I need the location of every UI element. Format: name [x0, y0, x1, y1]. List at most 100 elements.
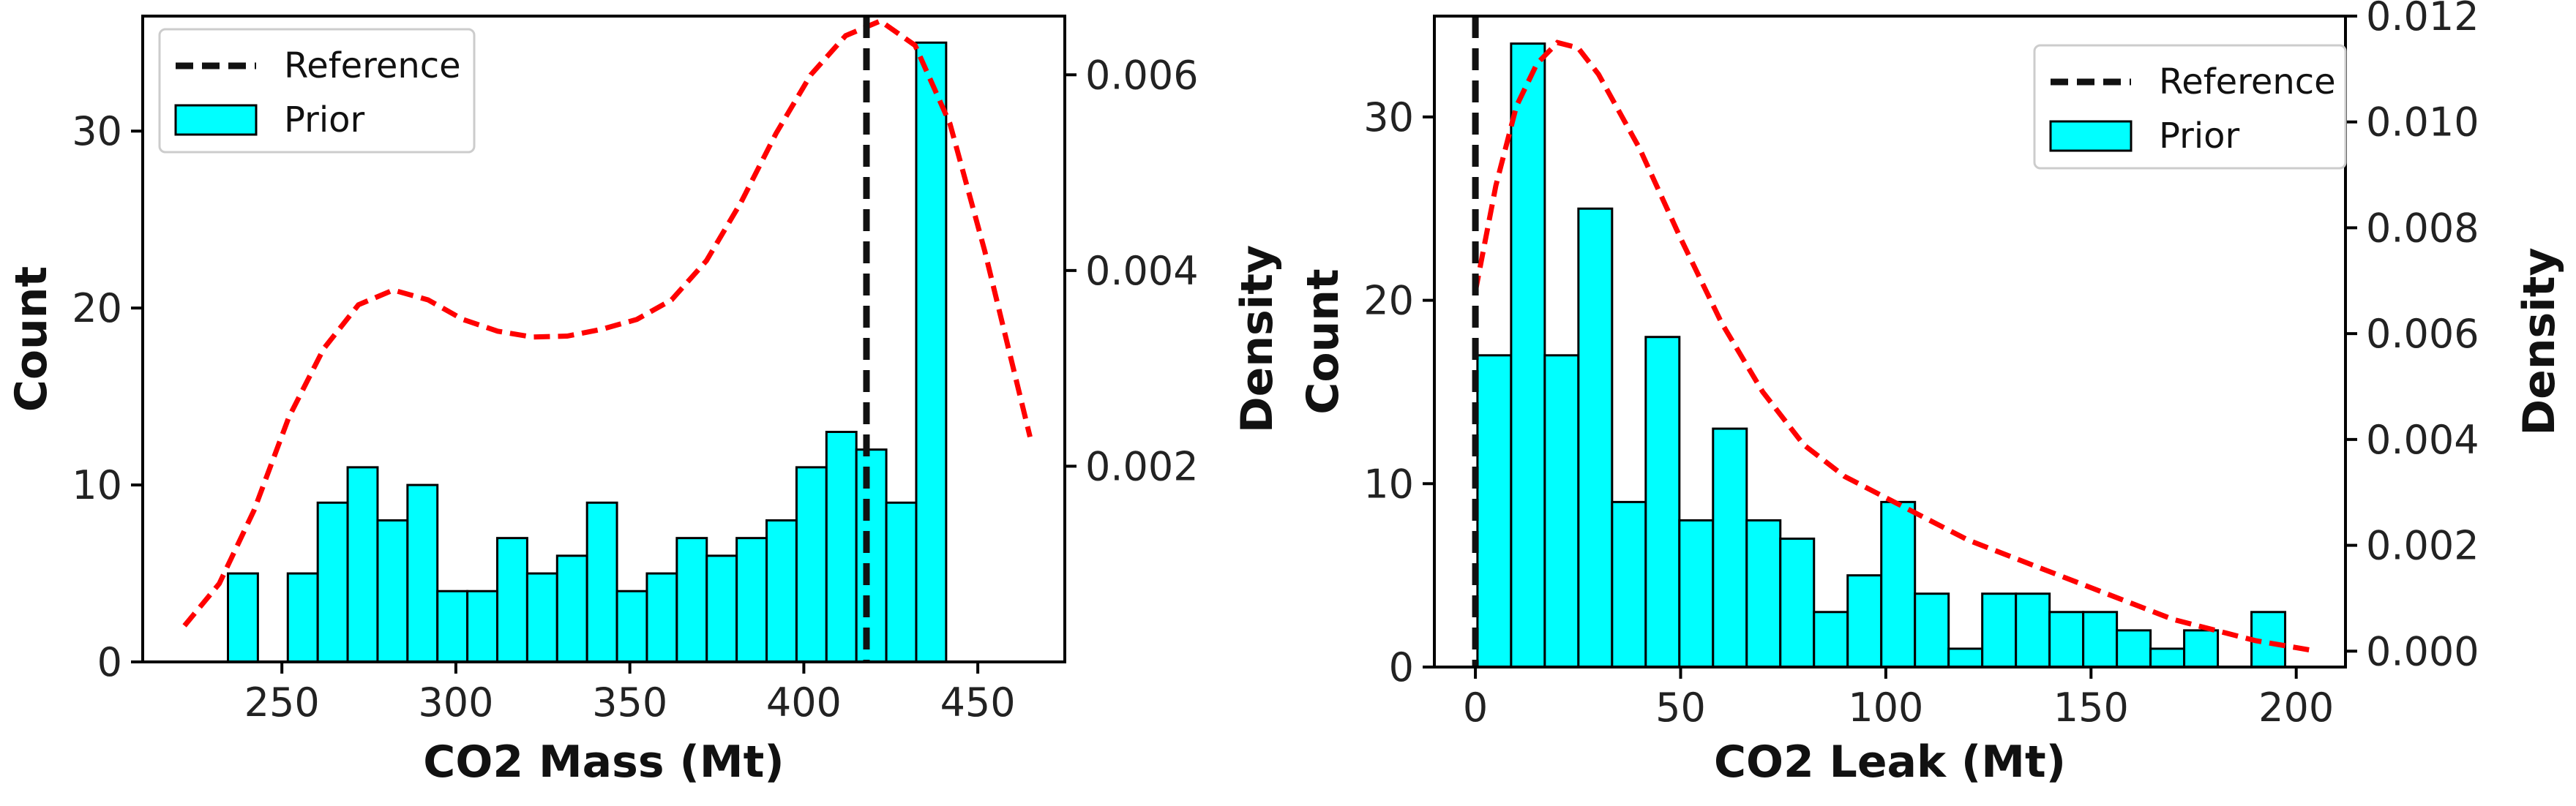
histogram-bar-16: [735, 537, 768, 663]
x-tick-label: 300: [418, 679, 493, 726]
x-tick-label: 450: [940, 679, 1016, 726]
histogram-bar-15: [705, 554, 738, 663]
y2-tick-label: 0.004: [2366, 417, 2479, 463]
histogram-bar-13: [645, 572, 678, 663]
histogram-bar-19: [2116, 629, 2152, 668]
histogram-bar-12: [615, 590, 648, 663]
legend-reference-label: Reference: [2159, 61, 2336, 102]
histogram-bar-2: [316, 501, 349, 663]
histogram-bar-7: [1712, 427, 1748, 668]
y-tick-label: 10: [1363, 461, 1414, 507]
histogram-bar-4: [376, 519, 409, 663]
x-axis-ticks: 250 300 350 400 450: [244, 662, 1016, 726]
x-tick-label: 100: [1848, 685, 1923, 731]
x-tick-label: 200: [2258, 685, 2334, 731]
histogram-bar-9: [525, 572, 558, 663]
histogram-bar-8: [1745, 519, 1782, 668]
histogram-bar-10: [1813, 611, 1849, 668]
histogram-bar-4: [1611, 500, 1647, 668]
y2-tick-label: 0.012: [2366, 0, 2479, 39]
y-tick-label: 0: [1389, 644, 1414, 690]
x-tick-label: 350: [592, 679, 667, 726]
legend-prior-label: Prior: [284, 99, 365, 140]
histogram-bar-3: [346, 466, 379, 663]
histogram-bar-9: [1779, 538, 1816, 668]
y2-tick-label: 0.002: [1085, 443, 1199, 489]
x-axis-title: CO2 Leak (Mt): [1714, 737, 2066, 788]
histogram-bar-6: [1678, 519, 1715, 668]
x-tick-label: 0: [1463, 685, 1488, 731]
histogram-bar-14: [1947, 647, 1984, 668]
histogram-bars: [1476, 42, 2287, 668]
histogram-bar-11: [1846, 574, 1883, 668]
histogram-bar-5: [1644, 336, 1681, 668]
legend-reference-label: Reference: [284, 45, 461, 86]
y2-axis-title: Density: [2514, 247, 2565, 435]
y2-tick-label: 0.006: [1085, 52, 1199, 98]
y-tick-label: 0: [97, 639, 122, 685]
legend-prior-label: Prior: [2159, 116, 2240, 157]
histogram-bar-1: [1510, 42, 1546, 668]
histogram-bar-14: [675, 537, 708, 663]
legend: Reference Prior: [158, 28, 476, 154]
histogram-bar-21: [2183, 629, 2220, 668]
x-tick-label: 150: [2053, 685, 2129, 731]
histogram-bar-18: [2082, 611, 2119, 668]
histogram-bar-21: [885, 501, 918, 663]
kde-density-curve: [1472, 39, 2318, 654]
histogram-bar-0: [226, 572, 259, 663]
histogram-bar-8: [496, 537, 528, 663]
y2-tick-label: 0.000: [2366, 628, 2479, 674]
histogram-bar-18: [795, 466, 828, 663]
histogram-bar-6: [436, 590, 469, 663]
histogram-bar-10: [555, 554, 588, 663]
y2-tick-label: 0.006: [2366, 311, 2479, 357]
histogram-bar-17: [2048, 611, 2085, 668]
histogram-bar-7: [466, 590, 499, 663]
x-axis-ticks: 0 50 100 150 200: [1463, 667, 2334, 731]
histogram-bar-16: [2015, 592, 2051, 668]
y2-tick-label: 0.010: [2366, 99, 2479, 146]
histogram-bar-20: [2149, 647, 2186, 668]
histogram-bars: [226, 41, 948, 663]
histogram-bar-20: [855, 448, 888, 663]
histogram-bar-15: [1981, 592, 2018, 668]
y-tick-label: 30: [72, 108, 122, 154]
y-tick-label: 20: [1363, 278, 1414, 324]
y2-axis-ticks: 0.002 0.004 0.006: [1065, 52, 1199, 489]
plot-frame: [1433, 15, 2347, 668]
histogram-bar-17: [765, 519, 798, 663]
histogram-bar-2: [1543, 354, 1580, 668]
y2-tick-label: 0.002: [2366, 523, 2479, 569]
y-axis-title: Count: [1298, 268, 1349, 414]
legend-prior-swatch: [174, 104, 258, 136]
histogram-bar-0: [1476, 354, 1513, 668]
x-tick-label: 400: [766, 679, 842, 726]
legend: Reference Prior: [2033, 44, 2347, 170]
histogram-bar-12: [1880, 500, 1917, 668]
y2-axis-ticks: 0.000 0.002 0.004 0.006 0.008 0.010 0.012: [2345, 0, 2479, 674]
histogram-bar-1: [286, 572, 319, 663]
y2-tick-label: 0.004: [1085, 248, 1199, 294]
plot-frame: [141, 15, 1066, 663]
x-tick-label: 50: [1655, 685, 1706, 731]
histogram-bar-22: [915, 41, 948, 663]
histogram-bar-13: [1914, 592, 1950, 668]
histogram-bar-5: [406, 483, 439, 663]
y-axis-title: Count: [6, 266, 57, 412]
legend-prior-swatch: [2049, 120, 2133, 152]
y-axis-ticks: 0 10 20 30: [1363, 94, 1434, 690]
y-tick-label: 10: [72, 462, 122, 508]
x-tick-label: 250: [244, 679, 320, 726]
y-tick-label: 30: [1363, 94, 1414, 140]
y-axis-ticks: 0 10 20 30: [72, 108, 143, 685]
histogram-bar-3: [1577, 207, 1614, 668]
x-axis-title: CO2 Mass (Mt): [423, 737, 784, 788]
y2-tick-label: 0.008: [2366, 205, 2479, 251]
histogram-bar-11: [585, 501, 618, 663]
y2-axis-title: Density: [1232, 245, 1283, 433]
y-tick-label: 20: [72, 285, 122, 331]
histogram-bar-19: [825, 431, 858, 663]
